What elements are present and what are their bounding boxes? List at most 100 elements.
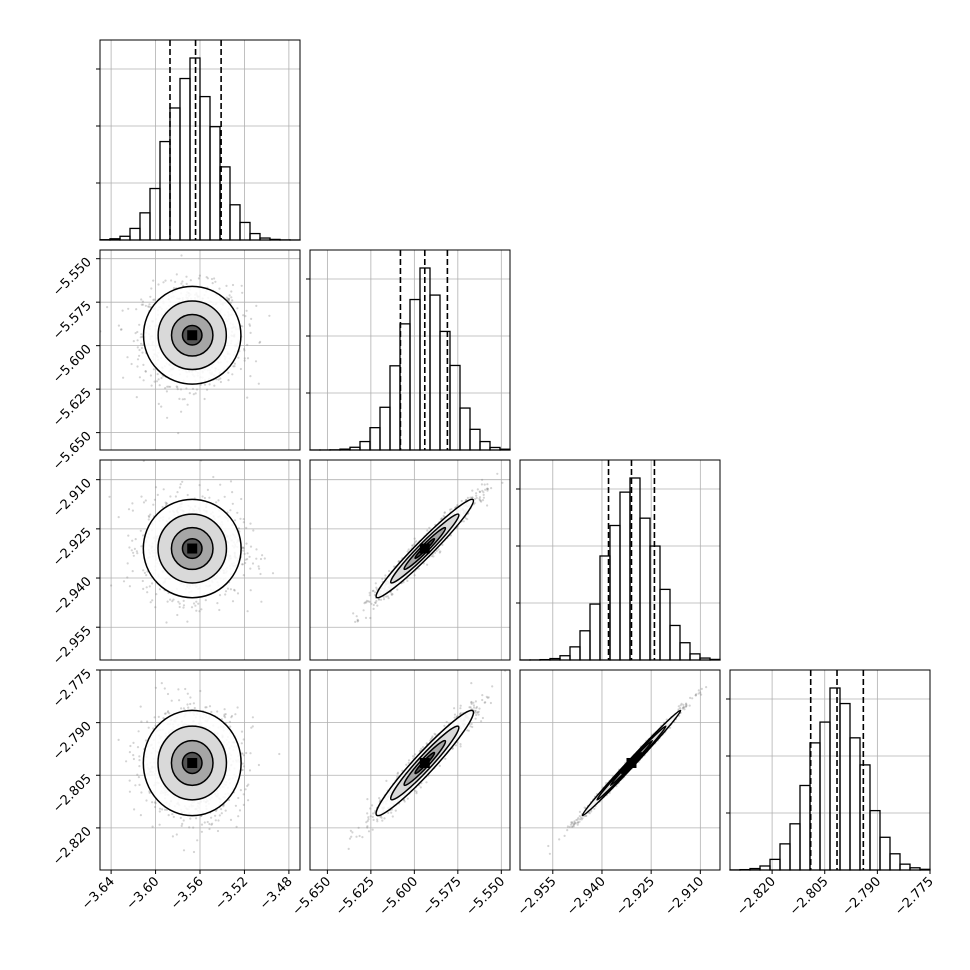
scatter-point [148, 305, 151, 308]
hist-bin [149, 187, 161, 241]
histogram-3 [519, 477, 721, 661]
scatter-point [245, 751, 248, 755]
scatter-point [148, 515, 151, 519]
scatter-point [251, 562, 255, 565]
scatter-point [141, 303, 145, 306]
scatter-point [176, 491, 179, 494]
scatter-point [166, 711, 169, 714]
hist-bin [679, 642, 691, 661]
scatter-point [192, 602, 196, 605]
scatter-point [145, 586, 148, 589]
scatter-point [214, 814, 217, 817]
scatter-point [165, 621, 168, 624]
panel-frame [519, 459, 721, 661]
hist-bin [859, 764, 871, 871]
scatter-point [478, 490, 481, 493]
scatter-point [246, 558, 249, 561]
scatter-point [225, 296, 228, 299]
scatter-point [392, 565, 396, 568]
scatter-point [355, 615, 358, 618]
panel-frame [309, 249, 511, 451]
scatter-point [426, 529, 429, 532]
scatter-point [170, 699, 173, 702]
scatter-point [147, 514, 150, 518]
scatter-point [382, 598, 386, 601]
hist-bin [449, 364, 461, 451]
scatter-point [139, 814, 142, 817]
scatter-point [210, 277, 214, 281]
scatter-point [242, 314, 245, 317]
scatter-point [448, 508, 452, 511]
scatter-point [248, 323, 251, 326]
scatter-point [367, 600, 370, 603]
scatter-point [171, 813, 174, 816]
scatter-point [155, 593, 158, 596]
scatter-point [142, 363, 145, 366]
scatter-point [157, 715, 160, 719]
scatter-point [248, 324, 252, 327]
scatter-point [186, 493, 189, 497]
scatter-point [185, 275, 188, 278]
scatter-point [144, 370, 147, 373]
scatter-point [164, 279, 167, 282]
scatter-point [218, 287, 221, 290]
panel-frame [99, 39, 301, 241]
scatter-point [490, 487, 493, 490]
scatter-point [158, 588, 161, 591]
scatter-point [117, 738, 120, 742]
hist-bin [889, 853, 901, 871]
scatter-point [271, 572, 275, 575]
scatter-point [185, 282, 188, 285]
scatter-point [120, 328, 123, 331]
hist-bin [769, 858, 781, 871]
scatter-point [478, 499, 481, 502]
scatter-point [206, 277, 209, 280]
scatter-point [206, 820, 209, 824]
scatter-point [259, 340, 262, 343]
scatter-point [138, 354, 141, 357]
hist-bin [759, 865, 771, 871]
scatter-point [133, 547, 136, 551]
scatter-point [142, 501, 146, 504]
scatter-point [153, 801, 157, 804]
scatter-point [154, 606, 157, 609]
scatter-point [237, 527, 240, 530]
scatter-point [160, 405, 163, 408]
scatter-point [413, 574, 416, 577]
scatter-point [246, 552, 249, 555]
scatter-point [128, 790, 131, 793]
scatter-point [161, 808, 164, 811]
scatter-point [152, 298, 155, 301]
scatter-point [166, 600, 169, 603]
hist-bin [669, 624, 681, 661]
scatter-point [242, 547, 245, 550]
scatter-point [257, 382, 260, 385]
scatter-point [186, 403, 189, 406]
scatter-point [178, 486, 181, 489]
scatter-point [368, 600, 371, 604]
scatter-point [182, 606, 185, 609]
scatter-point [172, 287, 176, 290]
scatter-point [411, 544, 414, 547]
scatter-point [456, 504, 459, 507]
scatter-point [475, 496, 478, 500]
scatter-point [234, 804, 237, 807]
hist-bin [199, 95, 211, 241]
scatter-point [387, 597, 390, 600]
scatter-point [434, 551, 437, 554]
scatter-point [181, 480, 184, 483]
scatter-point [205, 706, 208, 709]
scatter-point [258, 341, 261, 344]
scatter-point [204, 599, 207, 602]
scatter-point [385, 595, 388, 598]
hist-bin [659, 588, 671, 661]
scatter-point [128, 779, 131, 782]
scatter-point [364, 601, 367, 604]
scatter-point [388, 569, 391, 573]
scatter-point [208, 827, 211, 831]
scatter-point [181, 398, 184, 401]
scatter-point [161, 505, 164, 509]
scatter-point [160, 682, 163, 685]
scatter-point [226, 587, 230, 590]
scatter-point [252, 529, 255, 532]
